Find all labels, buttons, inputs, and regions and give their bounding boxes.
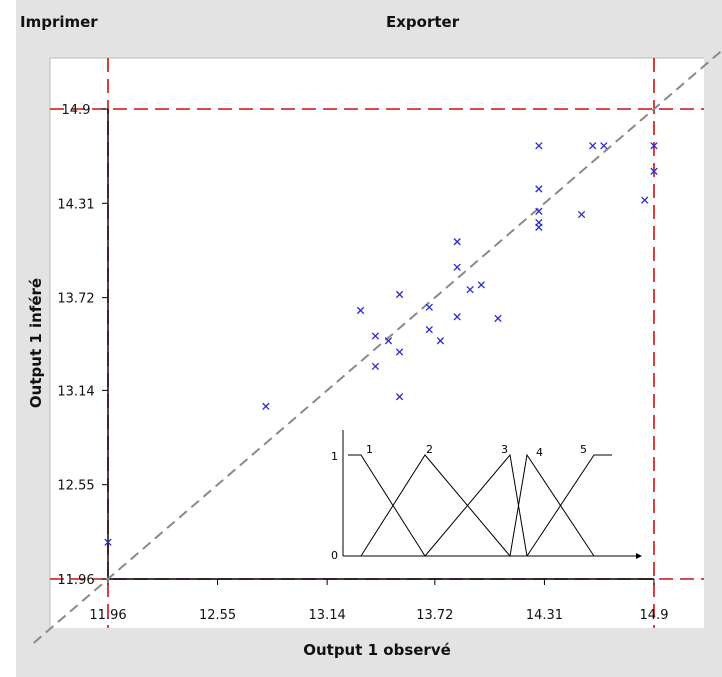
mf-1 (348, 454, 426, 557)
scatter-point (425, 303, 433, 311)
scatter-point (494, 314, 502, 323)
mf-3 (424, 453, 528, 557)
scatter-point (371, 362, 380, 371)
print-button[interactable]: Imprimer (16, 0, 102, 44)
scatter-point (577, 210, 586, 219)
scatter-point (650, 142, 658, 150)
scatter-point (650, 167, 658, 176)
mf-label-1: 1 (366, 443, 373, 456)
scatter-point (453, 263, 461, 271)
scatter-point (535, 142, 543, 150)
mf-2 (360, 454, 511, 557)
scatter-point (425, 325, 433, 334)
export-button[interactable]: Exporter (382, 0, 464, 44)
y-axis-label: Output 1 inféré (27, 278, 45, 408)
scatter-point (466, 285, 474, 294)
scatter-point (436, 337, 445, 345)
x-tick-label: 14.9 (640, 608, 669, 623)
scatter-point (384, 337, 393, 345)
scatter-point (453, 238, 461, 246)
inset-x-arrow (636, 553, 642, 559)
mf-label-5: 5 (580, 443, 587, 456)
scatter-point (104, 538, 112, 546)
scatter-point (477, 281, 485, 289)
scatter-point (535, 218, 543, 227)
scatter-point (395, 393, 404, 401)
scatter-point (262, 402, 270, 411)
mf-label-3: 3 (501, 443, 508, 456)
mf-label-4: 4 (536, 446, 543, 459)
membership-inset: 1 0 1 2 3 4 5 (331, 430, 642, 562)
mf-4 (509, 453, 595, 557)
diagonal-line (33, 49, 722, 644)
scatter-point (356, 306, 365, 315)
y-tick-label: 12.55 (57, 479, 94, 494)
y-tick-label: 14.31 (57, 197, 94, 212)
inset-y-label-1: 1 (331, 450, 338, 463)
inset-y-label-0: 0 (331, 549, 338, 562)
x-tick-label: 13.72 (416, 608, 453, 623)
y-tick-label: 11.96 (57, 573, 94, 588)
x-tick-label: 13.14 (309, 608, 346, 623)
scatter-point (395, 290, 404, 299)
data-points (104, 142, 658, 546)
plot-background (50, 58, 704, 628)
scatter-point (395, 348, 404, 356)
x-tick-label: 11.96 (89, 608, 126, 623)
mf-5 (526, 454, 612, 557)
identity-line (33, 49, 722, 644)
y-tick-label: 13.72 (57, 292, 94, 307)
x-tick-label: 14.31 (526, 608, 563, 623)
x-axis-label: Output 1 observé (303, 641, 451, 659)
y-tick-label: 14.9 (62, 103, 91, 118)
scatter-point (535, 207, 543, 215)
scatter-point (589, 142, 597, 150)
mf-label-2: 2 (426, 443, 433, 456)
scatter-point (453, 313, 461, 321)
x-tick-label: 12.55 (199, 608, 236, 623)
scatter-point (535, 185, 543, 193)
scatter-point (641, 196, 649, 204)
scatter-point (600, 142, 608, 150)
y-tick-label: 13.14 (57, 384, 94, 399)
scatter-point (371, 332, 380, 340)
